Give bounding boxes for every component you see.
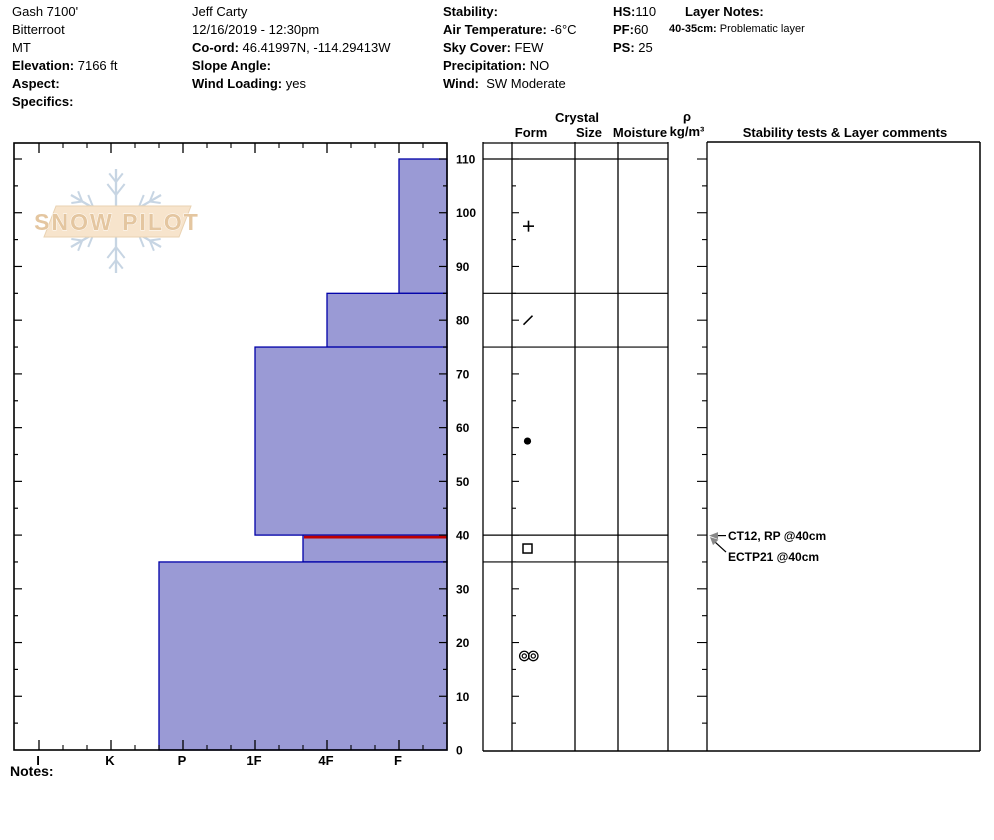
- depth-label-100: 100: [456, 206, 476, 220]
- layer-data-table: [482, 141, 981, 752]
- test-arrowhead: [709, 532, 718, 540]
- layer-bar-75-40cm: [254, 346, 448, 536]
- arm-twig: [149, 237, 161, 242]
- header-measures-column: HS:110 PF:60 PS: 25: [613, 3, 656, 57]
- depth-label-20: 20: [456, 636, 470, 650]
- arm-twig: [148, 190, 155, 202]
- pit-name: Gash 7100': [12, 4, 79, 19]
- slope-angle: Slope Angle:: [192, 58, 271, 73]
- arm-twig: [77, 240, 84, 252]
- arm-twig: [106, 183, 117, 196]
- column-header-form: Form: [515, 125, 548, 140]
- depth-label-40: 40: [456, 529, 470, 543]
- arm-twig: [115, 246, 126, 259]
- arm-twig: [77, 190, 84, 202]
- column-header-crystal: Crystal: [555, 110, 599, 125]
- aspect: Aspect:: [12, 76, 60, 91]
- grain-dot-icon: [523, 437, 532, 445]
- column-header-density-symbol: ρ: [683, 109, 691, 124]
- layer-bar-110-85cm: [398, 158, 448, 294]
- grain-form-symbols: [518, 220, 539, 662]
- depth-label-110: 110: [456, 153, 476, 167]
- layer-bar-85-75cm: [326, 292, 448, 348]
- wind-loading: Wind Loading: yes: [192, 76, 306, 91]
- grain-double-circle-icon: [521, 653, 528, 659]
- stability-test-label: CT12, RP @40cm: [728, 529, 826, 543]
- stability: Stability:: [443, 4, 498, 19]
- sky-cover: Sky Cover: FEW: [443, 40, 544, 55]
- column-header-size: Size: [576, 125, 602, 140]
- header-layer-notes-column: Layer Notes: 40-35cm: Problematic layer: [669, 3, 805, 37]
- hardness-label-P: P: [178, 753, 187, 768]
- arm-twig: [115, 259, 124, 270]
- pf-depth: PF:60: [613, 22, 649, 37]
- notes-label: Notes:: [10, 763, 54, 779]
- elevation: Elevation: 7166 ft: [12, 58, 118, 73]
- hardness-label-F: F: [394, 753, 402, 768]
- arm-twig: [148, 240, 155, 252]
- hardness-bars: [158, 158, 448, 751]
- test-arrowhead: [710, 537, 719, 546]
- layer-note: 40-35cm: Problematic layer: [669, 23, 805, 35]
- column-header-moisture: Moisture: [613, 125, 667, 140]
- precipitation: Precipitation: NO: [443, 58, 550, 73]
- state: MT: [12, 40, 31, 55]
- layer-bar-35-0cm: [158, 561, 448, 751]
- grain-slash-icon: [522, 315, 534, 326]
- wind: Wind: SW Moderate: [443, 76, 566, 91]
- stability-test-annotations: CT12, RP @40cm ECTP21 @40cm: [709, 529, 826, 564]
- logo-banner: [43, 205, 192, 238]
- grain-double-circle-icon: [527, 650, 539, 662]
- depth-label-50: 50: [456, 475, 470, 489]
- test-arrow-line: [713, 540, 727, 553]
- ps-depth: PS: 25: [613, 40, 653, 55]
- hardness-label-I: I: [36, 753, 40, 768]
- depth-label-10: 10: [456, 690, 470, 704]
- snow-profile-chart: SNOW PILOT I K P 1F 4F F 0 10 20 30 40 50 60 70 80 90 10…: [13, 109, 981, 768]
- specifics: Specifics:: [12, 94, 74, 109]
- grain-double-circle-icon: [530, 653, 537, 659]
- hardness-label-1F: 1F: [246, 753, 261, 768]
- arm-twig: [106, 246, 117, 259]
- range: Bitterroot: [12, 22, 65, 37]
- depth-label-30: 30: [456, 582, 470, 596]
- snowpilot-logo: SNOW PILOT: [34, 169, 200, 273]
- hardness-label-K: K: [105, 753, 115, 768]
- grain-square-icon: [522, 543, 533, 554]
- arm-twig: [108, 259, 117, 270]
- column-header-density-units: kg/m³: [670, 124, 705, 139]
- depth-label-0: 0: [456, 744, 463, 758]
- date-time: 12/16/2019 - 12:30pm: [192, 22, 320, 37]
- air-temperature: Air Temperature: -6°C: [443, 22, 577, 37]
- depth-label-80: 80: [456, 314, 470, 328]
- coordinates: Co-ord: 46.41997N, -114.29413W: [192, 40, 391, 55]
- header-site-column: Gash 7100' Bitterroot MT Elevation: 7166…: [12, 3, 118, 111]
- arm-twig: [108, 172, 117, 183]
- header-conditions-column: Stability: Air Temperature: -6°C Sky Cov…: [443, 3, 577, 93]
- chart-axes: I K P 1F 4F F 0 10 20 30 40 50 60 70 80 90 100 110: [13, 142, 476, 768]
- layer-bar-40-35cm: [302, 534, 448, 563]
- arm-twig: [71, 200, 83, 205]
- hs-total-depth: HS:110: [613, 4, 657, 19]
- arm-twig: [115, 172, 124, 183]
- grain-double-circle-icon: [518, 650, 530, 662]
- observer-name: Jeff Carty: [192, 4, 248, 19]
- arm-twig: [71, 237, 83, 242]
- arm-twig: [149, 200, 161, 205]
- column-header-stability-tests: Stability tests & Layer comments: [743, 125, 947, 140]
- hardness-label-4F: 4F: [318, 753, 333, 768]
- arm-twig: [115, 183, 126, 196]
- layer-notes-title: Layer Notes:: [685, 4, 764, 19]
- logo-text: SNOW PILOT: [34, 209, 200, 235]
- depth-label-90: 90: [456, 260, 470, 274]
- stability-test-label: ECTP21 @40cm: [728, 550, 819, 564]
- depth-label-70: 70: [456, 367, 470, 381]
- header-observer-column: Jeff Carty 12/16/2019 - 12:30pm Co-ord: …: [192, 3, 390, 93]
- depth-label-60: 60: [456, 421, 470, 435]
